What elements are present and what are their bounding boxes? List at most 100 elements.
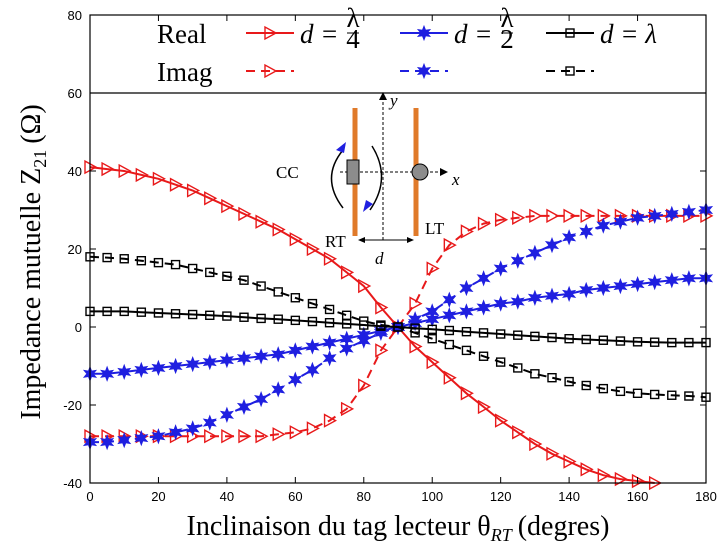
data-point: [102, 252, 112, 263]
data-point: [170, 259, 181, 270]
data-point: [339, 340, 354, 357]
data-point: [410, 328, 420, 338]
x-tick-label: 120: [490, 489, 512, 504]
data-point: [427, 334, 437, 344]
data-point: [512, 210, 526, 225]
data-point: [290, 293, 301, 303]
data-point: [613, 277, 628, 295]
data-point: [186, 183, 201, 198]
data-point: [681, 203, 697, 221]
data-point: [373, 324, 389, 342]
data-point: [306, 241, 320, 257]
axes-layer: 0 20 40 60 80 100 120 140 160 180 -40 -20 0 20 40 60 80: [63, 8, 717, 504]
distance-arrow-left-icon: [358, 237, 365, 243]
data-point: [581, 334, 591, 345]
data-point: [202, 353, 217, 371]
data-point: [239, 312, 249, 322]
data-point: [273, 287, 283, 297]
data-point: [513, 363, 523, 373]
data-point: [409, 296, 423, 311]
data-point: [356, 332, 371, 349]
legend-entry-numerator: λ: [500, 3, 513, 33]
data-point: [134, 361, 149, 379]
data-point: [510, 293, 525, 310]
data-point: [562, 229, 577, 246]
y-axis-label-sub: 21: [30, 150, 50, 168]
data-point: [649, 337, 660, 347]
data-point: [615, 336, 626, 346]
x-tick-label: 20: [151, 489, 165, 504]
data-point: [202, 414, 217, 431]
data-point: [476, 299, 491, 316]
data-point: [547, 332, 557, 343]
data-point: [375, 300, 389, 315]
data-point: [117, 431, 132, 449]
data-point: [187, 309, 198, 320]
data-point: [100, 365, 115, 382]
data-point: [443, 370, 457, 385]
data-point: [358, 278, 372, 294]
data-point: [544, 287, 560, 304]
data-point: [684, 391, 694, 401]
data-point: [324, 318, 335, 328]
x-axis-label-sub: RT: [490, 525, 514, 545]
data-point: [324, 304, 335, 315]
data-point: [236, 350, 252, 367]
y-axis-label: Impedance mutuelle Z21 (Ω): [16, 104, 50, 419]
data-point: [204, 191, 218, 206]
y-tick-label: -40: [63, 476, 82, 491]
data-point: [426, 354, 440, 370]
rotation-arrow-bottom-icon: [363, 200, 373, 212]
data-point: [493, 260, 508, 277]
data-point: [99, 433, 115, 451]
x-axis-label-unit: (degres): [518, 511, 610, 542]
data-point: [256, 313, 266, 324]
y-tick-label: -20: [63, 398, 82, 413]
data-point: [649, 389, 660, 400]
data-point: [681, 270, 697, 287]
data-point: [273, 314, 283, 324]
data-point: [340, 265, 355, 280]
data-point: [238, 429, 252, 444]
data-point: [152, 171, 166, 186]
legend-entries: d = λ4 d = λ2 d = λ: [246, 3, 657, 80]
data-point: [185, 355, 200, 373]
data-point: [546, 208, 560, 224]
data-point: [477, 399, 492, 415]
series-line: [89, 255, 707, 399]
data-point: [495, 357, 506, 367]
data-point: [461, 345, 472, 356]
data-point: [425, 303, 440, 320]
data-point: [307, 298, 318, 309]
data-point: [136, 256, 147, 266]
legend-entry-label: d = λ: [600, 19, 657, 49]
data-point: [459, 303, 474, 320]
data-point: [598, 335, 609, 345]
data-point: [255, 214, 269, 229]
data-point: [409, 339, 423, 354]
legend-row-label-imag: Imag: [157, 57, 212, 87]
data-point: [119, 306, 129, 317]
data-point: [510, 252, 525, 269]
data-point: [632, 337, 643, 347]
data-point: [546, 446, 560, 461]
data-point: [290, 315, 301, 326]
data-point: [307, 316, 318, 327]
data-point: [322, 334, 337, 351]
y-tick-label: 0: [75, 320, 82, 335]
data-point: [597, 208, 611, 224]
legend-marker-icon: [416, 62, 432, 80]
data-point: [563, 208, 577, 224]
data-point: [239, 275, 249, 285]
data-point: [102, 306, 112, 317]
x-axis-label: Inclinaison du tag lecteur θRT (degres): [187, 511, 610, 545]
data-point: [529, 436, 543, 452]
data-point: [684, 337, 694, 348]
data-point: [358, 378, 372, 393]
rotation-arc-right-icon: [369, 145, 383, 211]
x-tick-label: 160: [627, 489, 649, 504]
data-point: [289, 232, 303, 247]
data-point: [529, 208, 543, 224]
data-point: [153, 308, 164, 318]
data-point: [151, 359, 166, 377]
